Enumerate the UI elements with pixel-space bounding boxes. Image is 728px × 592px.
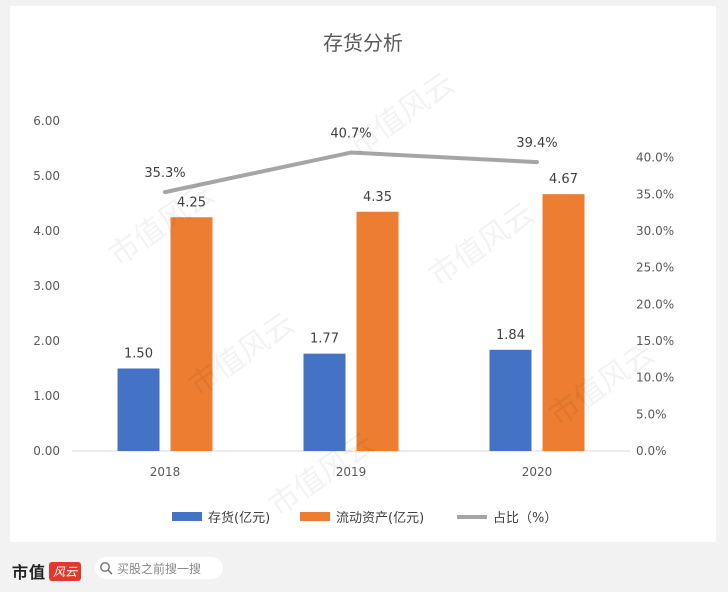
chart-title: 存货分析	[323, 31, 403, 55]
bar-inventory	[303, 353, 346, 451]
chart: 存货分析 0.00 1.00 2.00 3.00 4.00 5.00 6.00 0.0% 5.0%…	[33, 31, 674, 526]
bar-data-label: 1.77	[310, 332, 339, 347]
brand-badge: 风云	[49, 561, 82, 581]
bar-data-label: 4.35	[363, 190, 392, 205]
legend-swatch	[300, 512, 330, 521]
legend-swatch	[172, 512, 202, 521]
brand-logo[interactable]: 市值 风云	[12, 559, 82, 583]
chart-card: 存货分析 0.00 1.00 2.00 3.00 4.00 5.00 6.00 0.0% 5.0%…	[10, 6, 716, 542]
brand-name: 市值	[12, 563, 47, 582]
y-left-tick-label: 4.00	[33, 224, 60, 238]
y-right-tick-label: 5.0%	[636, 407, 667, 421]
x-tick-label: 2020	[522, 465, 553, 479]
search-placeholder: 买股之前搜一搜	[117, 561, 202, 576]
y-left-tick-label: 3.00	[33, 279, 60, 293]
bar-current-assets	[542, 194, 585, 451]
y-right-tick-label: 30.0%	[636, 224, 674, 238]
y-left-tick-label: 2.00	[33, 334, 60, 348]
y-right-tick-label: 20.0%	[636, 297, 674, 311]
line-data-label: 35.3%	[144, 166, 185, 181]
y-right-tick-label: 25.0%	[636, 261, 674, 275]
y-left-tick-label: 6.00	[33, 114, 60, 128]
y-left-tick-label: 0.00	[33, 444, 60, 458]
y-right-tick-label: 35.0%	[636, 187, 674, 201]
legend-label: 流动资产(亿元)	[336, 511, 424, 526]
bar-data-label: 4.67	[549, 172, 578, 187]
x-tick-label: 2018	[150, 465, 181, 479]
y-right-tick-label: 10.0%	[636, 371, 674, 385]
line-data-label: 39.4%	[516, 136, 557, 151]
bar-data-label: 1.50	[124, 347, 153, 362]
y-right-tick-label: 40.0%	[636, 151, 674, 165]
x-tick-label: 2019	[336, 465, 367, 479]
y-right-tick-label: 0.0%	[636, 444, 667, 458]
bar-data-label: 4.25	[177, 195, 206, 210]
y-left-tick-label: 5.00	[33, 169, 60, 183]
bar-inventory	[489, 349, 532, 451]
bar-data-label: 1.84	[496, 328, 525, 343]
search-icon	[95, 561, 117, 575]
legend-label: 存货(亿元)	[208, 510, 270, 526]
ratio-line	[163, 150, 539, 195]
search-box[interactable]: 买股之前搜一搜	[95, 557, 223, 579]
bar-inventory	[117, 368, 160, 451]
y-left-tick-label: 1.00	[33, 389, 60, 403]
legend-label: 占比（%）	[493, 511, 557, 526]
bar-current-assets	[170, 217, 213, 451]
bar-current-assets	[356, 211, 399, 451]
footer: 市值 风云 买股之前搜一搜	[0, 542, 728, 592]
y-right-tick-label: 15.0%	[636, 334, 674, 348]
line-data-label: 40.7%	[330, 127, 371, 142]
